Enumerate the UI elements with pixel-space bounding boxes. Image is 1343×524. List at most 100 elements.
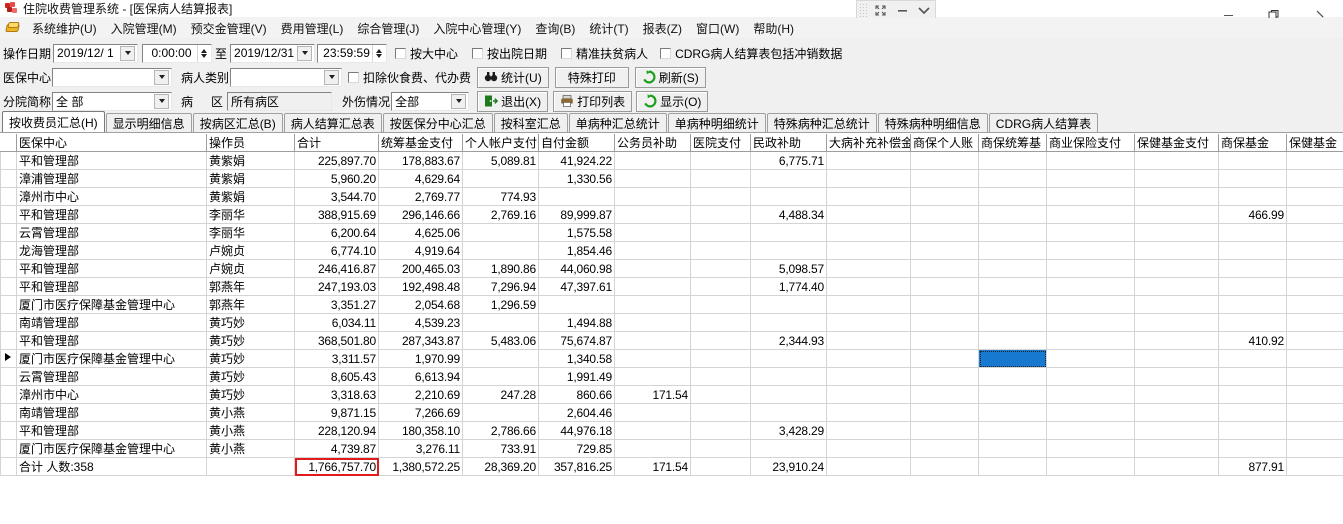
grid-cell-6[interactable] xyxy=(614,331,691,350)
grid-cell-12[interactable] xyxy=(1046,295,1135,314)
grid-cell-9[interactable] xyxy=(826,151,911,170)
grid-cell-0[interactable]: 漳州市中心 xyxy=(16,385,207,404)
grid-cell-9[interactable] xyxy=(826,439,911,458)
grid-cell-13[interactable] xyxy=(1134,313,1219,332)
refresh-button[interactable]: 刷新(S) xyxy=(634,66,706,88)
grid-cell-11[interactable] xyxy=(978,367,1047,386)
grid-cell-15[interactable] xyxy=(1286,259,1343,278)
grid-cell-12[interactable] xyxy=(1046,439,1135,458)
grid-cell-7[interactable] xyxy=(690,295,751,314)
ward-input[interactable]: 所有病区 xyxy=(227,91,333,111)
table-row[interactable]: 云霄管理部 李丽华 6,200.64 4,625.06 1,575.58 xyxy=(0,223,1343,242)
date-from-dropdown-icon[interactable] xyxy=(120,45,136,61)
grid-cell-14[interactable] xyxy=(1218,295,1287,314)
time-from-input[interactable]: 0:00:00 xyxy=(142,43,213,63)
grid-cell-9[interactable] xyxy=(826,331,911,350)
grid-cell-3[interactable]: 4,625.06 xyxy=(378,223,463,242)
grid-column-header-9[interactable]: 大病补充补偿金额 xyxy=(826,134,911,152)
grid-cell-13[interactable] xyxy=(1134,295,1219,314)
grid-cell-4[interactable] xyxy=(462,241,539,260)
menu-item-help[interactable]: 帮助(H) xyxy=(753,21,794,36)
grid-cell-9[interactable] xyxy=(826,223,911,242)
grid-cell-11[interactable] xyxy=(978,151,1047,170)
grid-cell-9[interactable] xyxy=(826,313,911,332)
grid-cell-4[interactable]: 1,890.86 xyxy=(462,259,539,278)
tab-10[interactable]: CDRG病人结算表 xyxy=(988,113,1099,132)
grid-cell-3[interactable]: 1,380,572.25 xyxy=(378,457,463,476)
grid-cell-1[interactable]: 黄巧妙 xyxy=(206,313,295,332)
grid-cell-14[interactable] xyxy=(1218,151,1287,170)
grid-cell-15[interactable] xyxy=(1286,349,1343,368)
grid-column-header-0[interactable]: 医保中心 xyxy=(16,134,207,152)
grid-cell-2[interactable]: 6,034.11 xyxy=(294,313,379,332)
grid-cell-1[interactable]: 黄小燕 xyxy=(206,439,295,458)
grid-cell-11[interactable] xyxy=(978,313,1047,332)
table-row[interactable]: 南靖管理部 黄巧妙 6,034.11 4,539.23 1,494.88 xyxy=(0,313,1343,332)
grid-cell-12[interactable] xyxy=(1046,385,1135,404)
grid-cell-5[interactable]: 1,340.58 xyxy=(538,349,615,368)
checkbox-drg-include-writeoff[interactable]: CDRG病人结算表包括冲销数据 xyxy=(660,45,842,62)
grid-cell-5[interactable]: 357,816.25 xyxy=(538,457,615,476)
grid-cell-7[interactable] xyxy=(690,385,751,404)
grid-cell-10[interactable] xyxy=(910,331,979,350)
grid-cell-14[interactable] xyxy=(1218,241,1287,260)
grid-cell-2[interactable]: 228,120.94 xyxy=(294,421,379,440)
grid-cell-0[interactable]: 龙海管理部 xyxy=(16,241,207,260)
grid-column-header-1[interactable]: 操作员 xyxy=(206,134,295,152)
grid-column-header-8[interactable]: 民政补助 xyxy=(750,134,827,152)
grid-cell-9[interactable] xyxy=(826,421,911,440)
table-row[interactable]: 漳州市中心 黄巧妙 3,318.63 2,210.69 247.28 860.66 171.… xyxy=(0,385,1343,404)
grid-cell-11[interactable] xyxy=(978,277,1047,296)
grid-cell-8[interactable] xyxy=(750,403,827,422)
grid-cell-0[interactable]: 合计 人数:358 xyxy=(16,457,207,476)
table-row[interactable]: 平和管理部 卢婉贞 246,416.87 200,465.03 1,890.86 44,0… xyxy=(0,259,1343,278)
grid-cell-10[interactable] xyxy=(910,313,979,332)
grid-cell-6[interactable] xyxy=(614,151,691,170)
grid-cell-15[interactable] xyxy=(1286,223,1343,242)
grid-cell-3[interactable]: 287,343.87 xyxy=(378,331,463,350)
grid-cell-9[interactable] xyxy=(826,385,911,404)
grid-cell-14[interactable]: 877.91 xyxy=(1218,457,1287,476)
table-row[interactable]: 厦门市医疗保障基金管理中心 黄巧妙 3,311.57 1,970.99 1,340.58 xyxy=(0,349,1343,368)
grid-cell-12[interactable] xyxy=(1046,187,1135,206)
grid-column-header-12[interactable]: 商业保险支付 xyxy=(1046,134,1135,152)
table-row[interactable]: 漳州市中心 黄紫娟 3,544.70 2,769.77 774.93 xyxy=(0,187,1343,206)
grid-cell-13[interactable] xyxy=(1134,367,1219,386)
grid-cell-13[interactable] xyxy=(1134,205,1219,224)
grid-cell-15[interactable] xyxy=(1286,421,1343,440)
tab-5[interactable]: 按科室汇总 xyxy=(493,113,568,132)
grid-cell-selected[interactable] xyxy=(978,349,1047,368)
grid-cell-6[interactable] xyxy=(614,241,691,260)
grid-cell-0[interactable]: 厦门市医疗保障基金管理中心 xyxy=(16,349,207,368)
grid-cell-5[interactable]: 89,999.87 xyxy=(538,205,615,224)
grid-cell-13[interactable] xyxy=(1134,151,1219,170)
grid-cell-13[interactable] xyxy=(1134,223,1219,242)
grid-cell-11[interactable] xyxy=(978,439,1047,458)
grid-cell-15[interactable] xyxy=(1286,151,1343,170)
tab-0[interactable]: 按收费员汇总(H) xyxy=(2,111,105,132)
grid-cell-11[interactable] xyxy=(978,169,1047,188)
close-button[interactable] xyxy=(1297,0,1343,30)
grid-cell-12[interactable] xyxy=(1046,457,1135,476)
grid-cell-15[interactable] xyxy=(1286,205,1343,224)
grid-cell-8[interactable] xyxy=(750,313,827,332)
grid-cell-11[interactable] xyxy=(978,403,1047,422)
grid-cell-3[interactable]: 4,919.64 xyxy=(378,241,463,260)
grid-cell-4[interactable]: 5,089.81 xyxy=(462,151,539,170)
grid-cell-15[interactable] xyxy=(1286,331,1343,350)
grid-cell-9[interactable] xyxy=(826,259,911,278)
grid-cell-2[interactable]: 4,739.87 xyxy=(294,439,379,458)
grid-cell-12[interactable] xyxy=(1046,151,1135,170)
grid-cell-8[interactable] xyxy=(750,187,827,206)
grid-cell-15[interactable] xyxy=(1286,277,1343,296)
checkbox-discharge-date[interactable]: 按出院日期 xyxy=(472,45,547,62)
mdi-minimize-icon[interactable] xyxy=(891,1,913,20)
grid-cell-1[interactable]: 黄巧妙 xyxy=(206,385,295,404)
grid-cell-12[interactable] xyxy=(1046,331,1135,350)
grid-cell-0[interactable]: 南靖管理部 xyxy=(16,403,207,422)
grid-cell-13[interactable] xyxy=(1134,349,1219,368)
grid-cell-15[interactable] xyxy=(1286,367,1343,386)
tab-6[interactable]: 单病种汇总统计 xyxy=(568,113,667,132)
grid-cell-12[interactable] xyxy=(1046,403,1135,422)
grid-cell-4[interactable] xyxy=(462,349,539,368)
